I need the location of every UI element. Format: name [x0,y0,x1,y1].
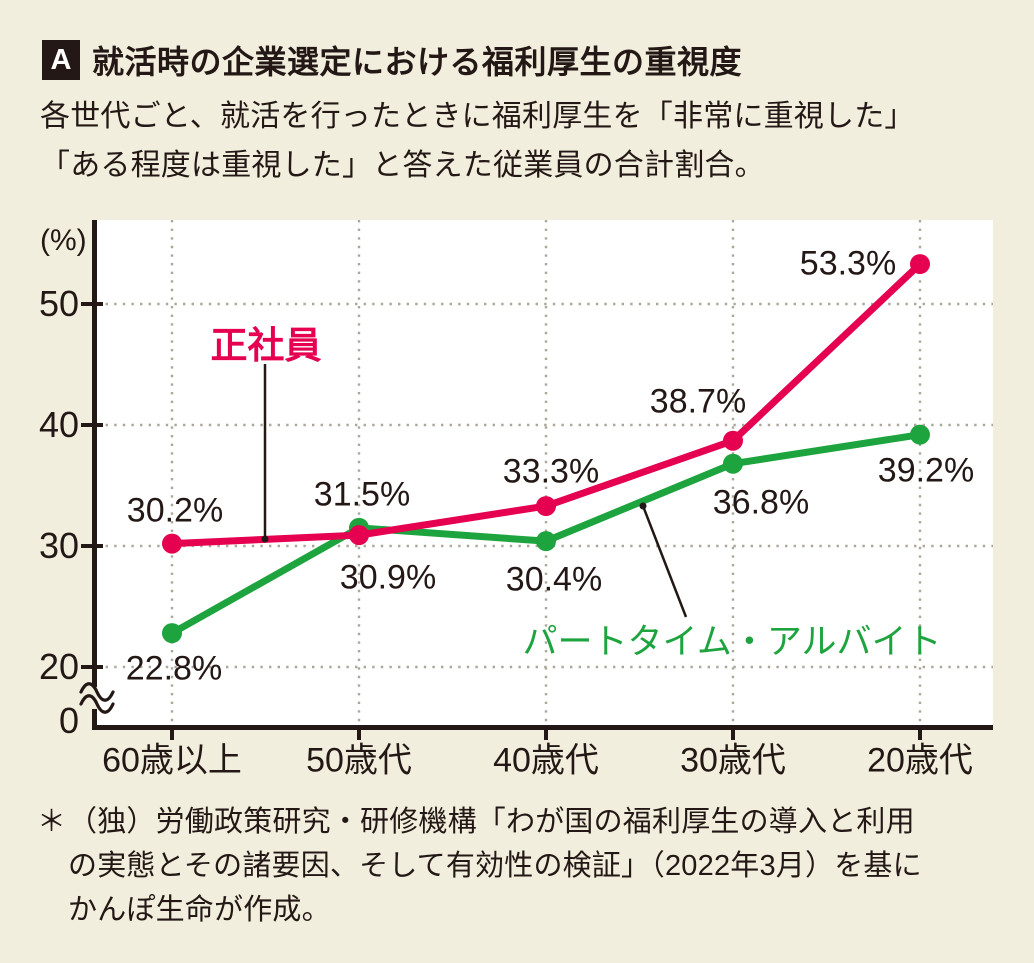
data-point-series-1 [162,623,182,644]
axis-break-wave [79,694,115,714]
y-axis [92,220,97,730]
source-note: ＊ （独）労働政策研究・研修機構「わが国の福利厚生の導入と利用 の実態とその諸要… [37,800,922,932]
footnote-text: （独）労働政策研究・研修機構「わが国の福利厚生の導入と利用 の実態とその諸要因、… [68,800,922,932]
data-point-series-0 [723,430,743,451]
chart-header: A 就活時の企業選定における福利厚生の重視度 [42,37,742,83]
chart-subtitle: 各世代ごと、就活を行ったときに福利厚生を「非常に重視した」 「ある程度は重視した… [40,92,915,190]
y-tick [81,423,103,427]
data-point-series-0 [910,254,930,275]
data-point-series-0 [162,533,182,554]
subtitle-line-2: 「ある程度は重視した」と答えた従業員の合計割合。 [40,149,765,182]
subtitle-line-1: 各世代ごと、就活を行ったときに福利厚生を「非常に重視した」 [40,100,915,133]
y-tick [81,544,103,548]
data-point-series-0 [349,525,369,546]
data-point-series-1 [723,453,743,474]
legend-callout-line-1 [641,505,688,618]
x-axis [92,725,993,730]
axis-break-wave [79,682,115,702]
footnote-line-2: の実態とその諸要因、そして有効性の検証」（2022年3月）を基に [68,850,922,882]
y-tick [81,302,103,306]
x-tick [544,725,548,740]
data-point-series-1 [536,531,556,552]
footnote-line-1: （独）労働政策研究・研修機構「わが国の福利厚生の導入と利用 [68,806,915,838]
legend-callout-dot-1 [639,502,647,510]
data-point-series-1 [910,424,930,445]
panel-label-badge: A [42,40,80,80]
x-tick [357,725,361,740]
legend-callout-dot-0 [261,535,269,543]
plot-area [97,220,993,725]
chart-title: 就活時の企業選定における福利厚生の重視度 [92,44,743,80]
x-tick [170,725,174,740]
x-tick [918,725,922,740]
x-tick [731,725,735,740]
footnote-line-3: かんぽ生命が作成。 [68,894,331,926]
footnote-marker: ＊ [37,806,67,838]
data-point-series-0 [536,496,556,517]
y-tick [81,665,103,669]
